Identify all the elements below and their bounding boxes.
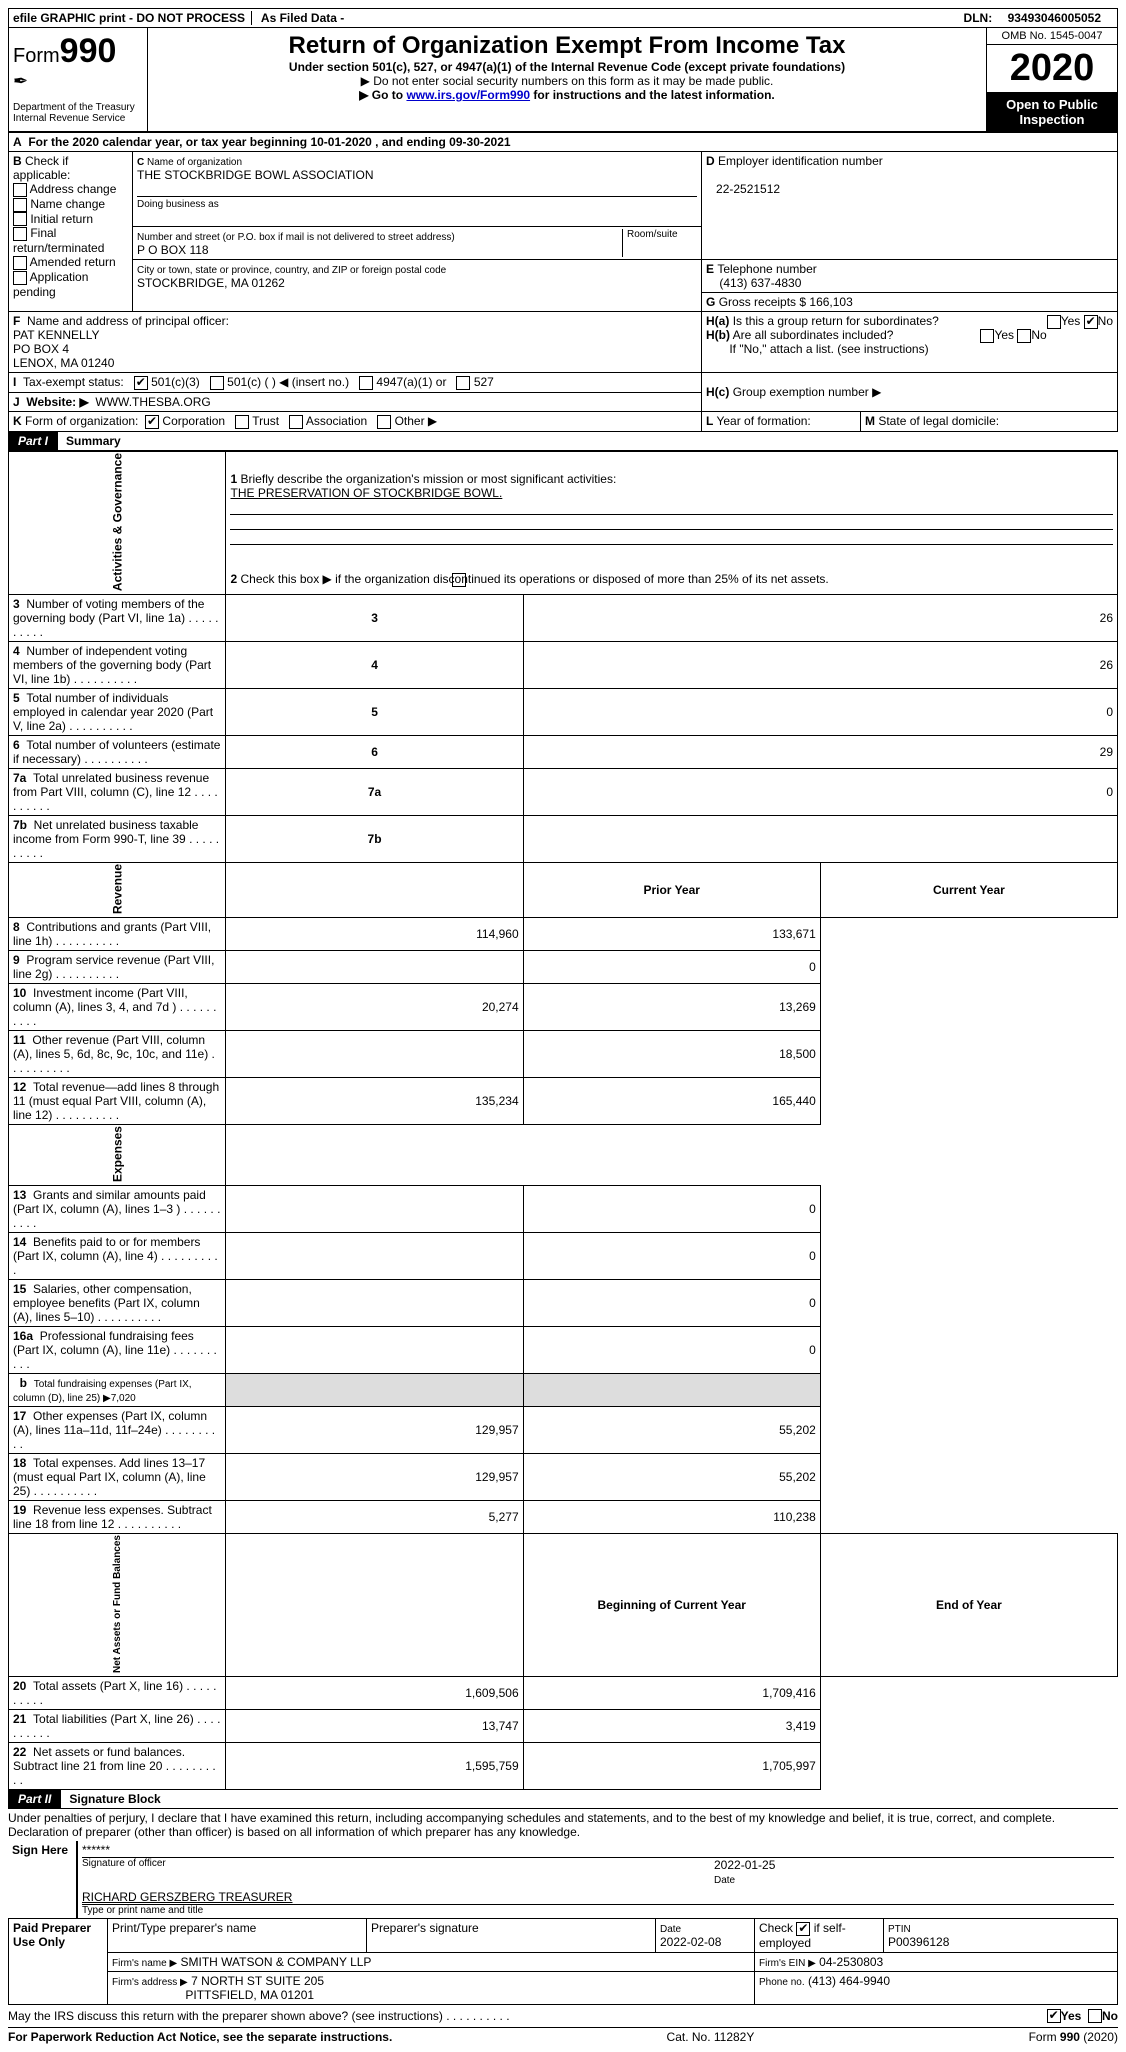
side-net: Net Assets or Fund Balances [9,1533,226,1676]
signature-block: Sign Here ****** Signature of officer 20… [8,1841,1118,1918]
B-options: Address change Name change Initial retur… [13,182,116,299]
asfiled-label: As Filed Data - [261,11,350,25]
efile-label: efile GRAPHIC print - DO NOT PROCESS [13,11,252,25]
side-governance: Activities & Governance [9,451,226,594]
street: P O BOX 118 [137,243,209,257]
irs-link[interactable]: www.irs.gov/Form990 [406,88,530,102]
mission: THE PRESERVATION OF STOCKBRIDGE BOWL. [230,486,502,500]
top-bar: efile GRAPHIC print - DO NOT PROCESS As … [8,8,1118,28]
org-name: THE STOCKBRIDGE BOWL ASSOCIATION [137,168,373,182]
note-ssn: ▶ Do not enter social security numbers o… [152,74,982,88]
summary-table: Activities & Governance 1 Briefly descri… [8,451,1118,1790]
open-to-public: Open to Public Inspection [987,93,1117,131]
side-expenses: Expenses [9,1124,226,1185]
omb-number: OMB No. 1545-0047 [987,28,1117,45]
declaration: Under penalties of perjury, I declare th… [8,1809,1118,1841]
city-state-zip: STOCKBRIDGE, MA 01262 [137,276,285,290]
form-subtitle: Under section 501(c), 527, or 4947(a)(1)… [152,60,982,74]
side-revenue: Revenue [9,862,226,917]
ptin: P00396128 [888,1935,949,1949]
form-number: Form990 [13,32,143,71]
part-I-header: Part I Summary [8,432,1118,451]
firm-name: SMITH WATSON & COMPANY LLP [181,1955,372,1969]
B-label: Check if applicable: [13,154,70,182]
footer: For Paperwork Reduction Act Notice, see … [8,2027,1118,2044]
preparer-phone: (413) 464-9940 [808,1974,890,1988]
officer-name: RICHARD GERSZBERG TREASURER [82,1890,292,1904]
form-title: Return of Organization Exempt From Incom… [152,32,982,60]
discuss-line: May the IRS discuss this return with the… [8,2005,1118,2027]
website: WWW.THESBA.ORG [95,395,210,409]
dept-label: Department of the Treasury Internal Reve… [13,102,143,124]
tax-year: 2020 [987,45,1117,93]
firm-ein: 04-2530803 [819,1955,883,1969]
dln-value: 93493046005052 [1008,11,1107,25]
part-II-header: Part II Signature Block [8,1790,1118,1809]
paid-preparer-block: Paid Preparer Use Only Print/Type prepar… [8,1918,1118,2005]
form-header: Form990 ✒ Department of the Treasury Int… [8,28,1118,132]
note-goto: ▶ Go to www.irs.gov/Form990 for instruct… [152,88,982,102]
officer-address: PAT KENNELLYPO BOX 4LENOX, MA 01240 [13,328,114,370]
dln-label: DLN: [964,11,999,25]
phone: (413) 637-4830 [719,276,801,290]
line-A: A For the 2020 calendar year, or tax yea… [9,133,1118,152]
gross-receipts: 166,103 [809,295,852,309]
ein: 22-2521512 [716,182,780,196]
entity-block: A For the 2020 calendar year, or tax yea… [8,132,1118,432]
